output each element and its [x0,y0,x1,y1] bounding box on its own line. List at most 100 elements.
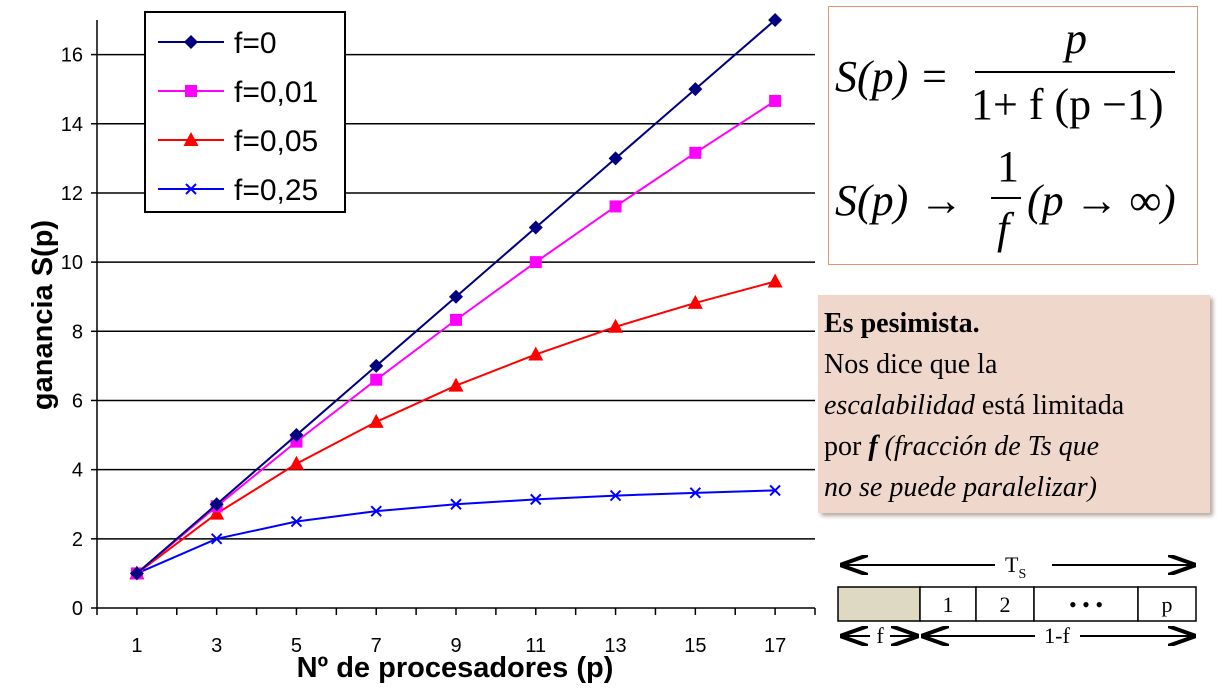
y-tick-label-16: 16 [61,45,83,67]
series-1-point-15 [689,146,702,159]
formula1-fraction-bar [975,71,1175,73]
series-2 [129,273,783,580]
axes [91,20,816,615]
legend-label-2: f=0,05 [234,125,318,158]
series-0-point-9 [449,289,463,304]
cell-dots [1033,586,1139,622]
formula1-numerator: p [1065,14,1087,63]
series-2-point-3 [209,505,225,520]
note-line-4: no se puede paralelizar) [824,472,1097,503]
formula-box: S(p) = p 1+ f (p −1) S(p) → 1 f (p → ∞) [828,6,1198,265]
cell-1 [919,586,977,622]
x-tick-label-3: 3 [211,635,222,657]
x-tick-labels: 1 3 5 7 9 11 13 15 17 [131,635,786,657]
note-line-2-rest: está limitada [974,390,1125,421]
y-tick-labels: 0 2 4 6 8 10 12 14 16 [61,45,83,620]
ts-label: TS [1005,552,1026,582]
series-2-point-11 [528,346,544,361]
legend: f=0 f=0,01 f=0,05 f=0,25 [144,11,346,213]
y-tick-label-10: 10 [61,252,83,274]
series-2-point-15 [687,294,703,309]
cell-2 [975,586,1035,622]
series-3-point-17 [769,484,781,497]
formula2-rhs: (p → ∞) [1027,176,1176,225]
y-tick-label-0: 0 [72,598,83,620]
cell-p-label: p [1162,592,1173,617]
note-fraction-text: (fracción de Ts que [877,431,1100,462]
x-axis-title: Nº de procesadores (p) [297,652,614,684]
series-2-point-13 [608,318,624,333]
legend-frame [144,11,346,213]
legend-marker-3 [185,183,197,195]
cell-2-label: 2 [1000,592,1011,617]
series-0-point-3 [209,497,224,512]
series-3-point-13 [609,489,622,502]
x-tick-label-5: 5 [291,635,302,657]
series-3-point-15 [689,487,702,499]
series-0-point-1 [129,566,144,581]
series-1-point-7 [370,373,383,386]
x-tick-label-11: 11 [525,635,546,657]
series-0-point-17 [768,13,783,27]
y-tick-label-14: 14 [61,114,83,136]
note-por: por [824,431,869,462]
cell-dots-label: • • • [1069,592,1103,617]
one-minus-f-label: 1-f [1044,623,1070,648]
series-2-point-7 [368,413,384,428]
series-1-point-17 [769,94,782,107]
formula2-lhs: S(p) → [835,176,964,225]
formula2-numerator: 1 [997,142,1019,191]
y-tick-label-8: 8 [72,321,83,343]
y-tick-label-6: 6 [72,390,83,412]
series-3-point-7 [370,505,382,517]
series-1-point-9 [450,313,462,326]
cell-1-label: 1 [943,592,954,617]
series-0-point-7 [369,358,384,373]
formula1-lhs: S(p) = [835,52,949,101]
note-line-1: Nos dice que la [824,349,998,380]
note-box: Es pesimista. Nos dice que la escalabili… [818,295,1210,513]
cell-p [1137,586,1197,622]
series-2-point-17 [767,273,783,288]
legend-marker-1 [185,85,197,97]
legend-label-0: f=0 [234,27,277,60]
series-3-point-3 [210,533,223,545]
x-tick-label-15: 15 [684,635,706,657]
legend-label-3: f=0,25 [234,174,318,207]
serial-fraction-cell [837,586,921,622]
series-3-point-11 [530,493,542,506]
x-tick-label-17: 17 [764,635,786,657]
y-tick-label-2: 2 [72,529,83,551]
y-tick-label-4: 4 [72,460,83,482]
series-3-point-5 [290,515,303,528]
series-2-point-5 [288,455,304,470]
f-label: f [876,623,884,648]
series-2-point-9 [448,377,464,392]
note-f: f [868,431,878,462]
series-0-point-13 [608,151,623,166]
series-0-point-15 [688,82,703,97]
legend-marker-2 [183,132,199,146]
x-tick-label-1: 1 [131,635,142,657]
series-0-point-11 [528,220,543,235]
y-tick-label-12: 12 [61,183,83,205]
x-tick-label-9: 9 [450,635,461,657]
note-line-2: escalabilidad está limitada [824,385,1204,426]
series-0-point-5 [289,428,304,443]
x-tick-label-13: 13 [604,635,626,657]
series-group [129,13,783,581]
series-0 [129,13,783,581]
y-axis-title: ganancia S(p) [27,220,59,410]
series-3-point-9 [450,498,462,510]
legend-marker-0 [184,35,198,49]
note-line-3: por f (fracción de Ts que [824,426,1204,467]
note-escalabilidad: escalabilidad [824,390,975,421]
legend-label-1: f=0,01 [234,76,318,109]
formula2-denominator: f [997,204,1010,253]
formula2-fraction-bar [991,197,1021,199]
formula1-denominator: 1+ f (p −1) [971,80,1164,129]
note-title: Es pesimista. [824,308,980,339]
x-tick-label-7: 7 [371,635,382,657]
